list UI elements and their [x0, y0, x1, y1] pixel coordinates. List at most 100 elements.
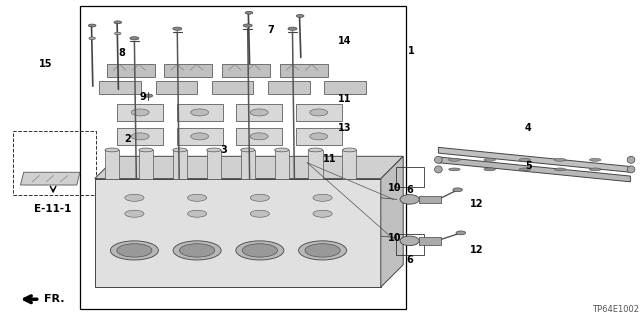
Bar	[13, 131, 96, 195]
Ellipse shape	[250, 133, 268, 140]
Polygon shape	[95, 156, 403, 179]
Bar	[177, 128, 223, 145]
Text: 4: 4	[525, 122, 532, 133]
Text: 5: 5	[525, 161, 532, 171]
Ellipse shape	[188, 194, 207, 201]
Text: 1: 1	[408, 46, 415, 56]
Ellipse shape	[243, 244, 278, 257]
Bar	[117, 128, 163, 145]
Ellipse shape	[484, 159, 495, 161]
Bar	[177, 104, 223, 121]
Bar	[139, 150, 153, 179]
Ellipse shape	[453, 188, 463, 192]
Ellipse shape	[400, 236, 419, 246]
Polygon shape	[438, 147, 630, 172]
Text: 9: 9	[140, 92, 147, 102]
Bar	[236, 104, 282, 121]
Polygon shape	[95, 179, 381, 287]
Text: 12: 12	[470, 245, 484, 256]
Bar	[117, 104, 163, 121]
Text: 15: 15	[39, 59, 52, 69]
Ellipse shape	[313, 194, 332, 201]
Ellipse shape	[296, 14, 304, 17]
Ellipse shape	[484, 168, 495, 171]
Polygon shape	[381, 156, 403, 287]
Ellipse shape	[449, 159, 460, 161]
Text: 13: 13	[338, 122, 351, 133]
Bar	[396, 234, 424, 255]
Bar	[275, 150, 289, 179]
Bar	[105, 150, 119, 179]
Ellipse shape	[250, 109, 268, 116]
Bar	[419, 196, 441, 203]
Ellipse shape	[435, 156, 442, 163]
Ellipse shape	[241, 148, 255, 152]
Text: FR.: FR.	[44, 294, 64, 304]
Ellipse shape	[179, 244, 215, 257]
Ellipse shape	[139, 148, 153, 152]
Polygon shape	[438, 157, 630, 182]
Ellipse shape	[115, 32, 121, 35]
Ellipse shape	[245, 11, 253, 14]
Ellipse shape	[589, 159, 601, 161]
Bar	[156, 81, 197, 94]
Ellipse shape	[435, 166, 442, 173]
Ellipse shape	[298, 241, 347, 260]
Ellipse shape	[554, 159, 566, 161]
Ellipse shape	[88, 24, 96, 27]
Ellipse shape	[308, 148, 323, 152]
Ellipse shape	[145, 94, 153, 97]
Ellipse shape	[554, 168, 566, 171]
Ellipse shape	[117, 244, 152, 257]
Bar	[419, 237, 441, 245]
Ellipse shape	[342, 148, 356, 152]
Ellipse shape	[313, 210, 332, 217]
Ellipse shape	[188, 210, 207, 217]
Text: 6: 6	[406, 185, 413, 195]
Ellipse shape	[207, 148, 221, 152]
Ellipse shape	[305, 244, 340, 257]
Bar	[222, 64, 270, 77]
Ellipse shape	[310, 109, 328, 116]
Ellipse shape	[131, 109, 149, 116]
Ellipse shape	[627, 166, 635, 173]
Bar	[324, 81, 366, 94]
Ellipse shape	[89, 37, 95, 40]
Text: 11: 11	[338, 94, 351, 104]
Ellipse shape	[400, 195, 419, 204]
Ellipse shape	[131, 133, 149, 140]
Text: TP64E1002: TP64E1002	[592, 305, 639, 314]
Text: 3: 3	[221, 145, 228, 155]
Ellipse shape	[519, 168, 531, 171]
Text: 6: 6	[406, 255, 413, 265]
Polygon shape	[20, 172, 80, 185]
Text: 7: 7	[268, 25, 275, 35]
Bar	[164, 64, 212, 77]
Ellipse shape	[125, 210, 144, 217]
Ellipse shape	[130, 37, 139, 40]
Bar	[99, 81, 141, 94]
Ellipse shape	[125, 194, 144, 201]
Ellipse shape	[191, 133, 209, 140]
Ellipse shape	[243, 24, 252, 27]
Text: 10: 10	[388, 183, 401, 193]
Text: 10: 10	[388, 233, 401, 243]
Ellipse shape	[288, 27, 297, 30]
Text: 2: 2	[124, 134, 131, 144]
Bar	[80, 6, 406, 309]
Bar	[342, 150, 356, 179]
Ellipse shape	[275, 148, 289, 152]
Text: 12: 12	[470, 199, 484, 209]
Ellipse shape	[519, 159, 531, 161]
Text: 14: 14	[338, 36, 351, 47]
Ellipse shape	[173, 148, 187, 152]
Ellipse shape	[236, 241, 284, 260]
Bar	[296, 104, 342, 121]
Ellipse shape	[111, 241, 159, 260]
Ellipse shape	[105, 148, 119, 152]
Text: 11: 11	[323, 154, 337, 165]
Bar	[280, 64, 328, 77]
Ellipse shape	[173, 27, 182, 30]
Ellipse shape	[250, 210, 269, 217]
Bar	[173, 150, 187, 179]
